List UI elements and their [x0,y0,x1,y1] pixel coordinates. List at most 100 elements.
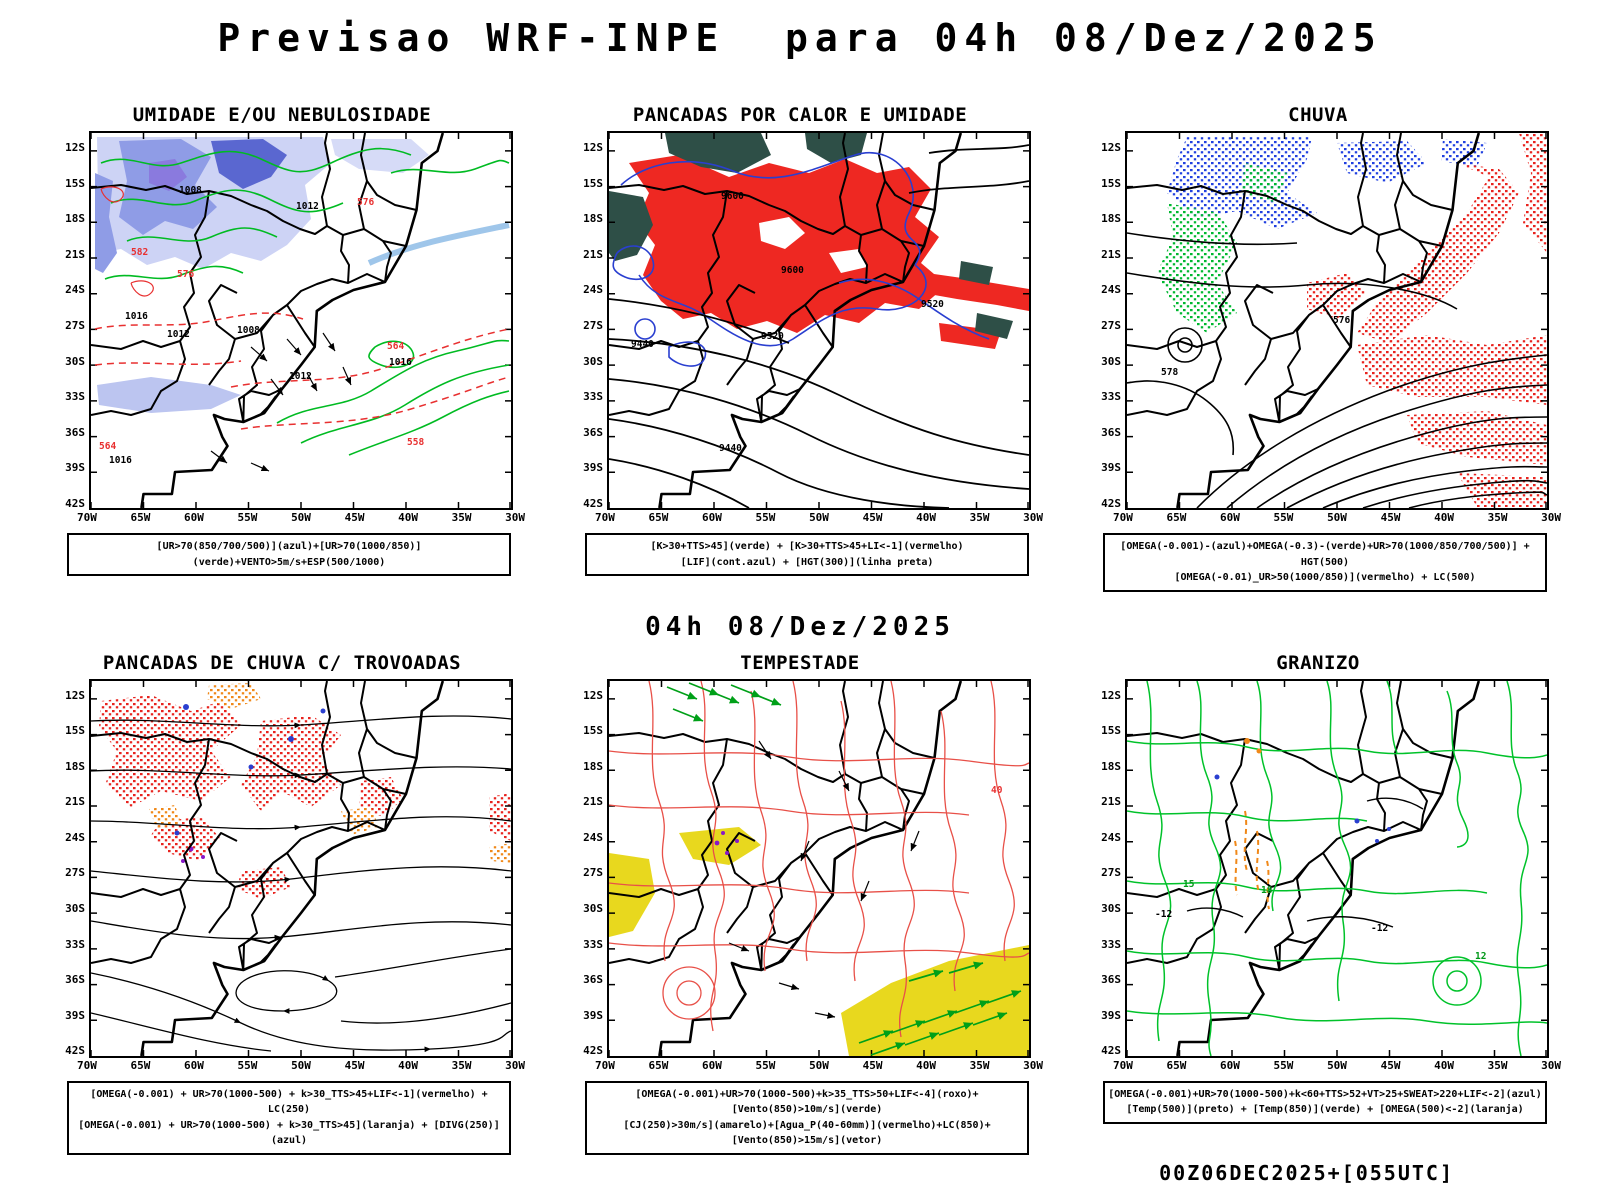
axis-label: 70W [1113,511,1133,524]
map-labels: 1008 1012 1016 1008 1012 1016 1012 1016 … [99,185,424,466]
caption-line: [LIF](cont.azul) + [HGT(300)](linha pret… [680,556,934,568]
orange-specks [1244,737,1262,753]
axis-label: 21S [583,795,603,809]
axis-label: 12S [1101,688,1121,702]
map-label: -12 [1155,909,1172,920]
panel-pancadas-calor: PANCADAS POR CALOR E UMIDADE 12S 15S 18S 21… [569,104,1043,592]
map-label: 15 [1183,879,1195,890]
axis-label: 35W [451,1058,472,1072]
caption-tempestade: [OMEGA(-0.001)+UR>70(1000-500)+k>35_TTS>… [585,1080,1029,1155]
caption-line: [OMEGA(-0.001)+UR>70(1000-500)+k>35_TTS>… [635,1088,979,1116]
axis-label: 30S [583,354,603,368]
axis-label: 35W [969,1058,990,1072]
caption-line: [Temp(500)](preto) + [Temp(850)](verde) … [1126,1104,1524,1115]
axis-label: 42S [1101,496,1121,510]
axis-label: 30W [1023,511,1043,524]
caption-line: [OMEGA(-0.001)-(azul)+OMEGA(-0.3)-(verde… [1120,541,1530,568]
axis-label: 12S [1101,141,1121,154]
axis-label: 65W [1166,511,1187,524]
map-labels: -12 -12 12 15 18 [1155,879,1486,962]
axis-label: 33S [1101,937,1121,951]
axis-label: 70W [1113,1058,1133,1072]
omega-orange-marks [1234,810,1270,909]
axis-label: 30W [505,1058,525,1072]
panel-title-granizo: GRANIZO [1276,651,1360,674]
axis-label: 27S [1101,866,1121,880]
lon-axis: 70W 65W 60W 55W 50W 45W 40W 35W 30W [77,511,525,524]
axis-label: 30S [583,902,603,916]
caption-chuva: [OMEGA(-0.001)-(azul)+OMEGA(-0.3)-(verde… [1103,533,1547,592]
lat-axis: 12S 15S 18S 21S 24S 27S 30S 33S 36S 39S 42S [1087,131,1125,510]
axis-label: 27S [583,318,603,332]
axis-label: 21S [65,795,85,809]
map-pancadas-calor: 9600 9600 9520 9520 9440 9440 [607,131,1031,510]
axis-label: 24S [1101,830,1121,844]
lat-axis: 12S 15S 18S 21S 24S 27S 30S 33S 36S 39S 42S [1087,679,1125,1058]
axis-label: 42S [583,496,603,510]
axis-label: 65W [648,1058,669,1072]
axis-label: 30S [1101,902,1121,916]
axis-label: 36S [1101,973,1121,987]
axis-label: 24S [65,283,85,297]
map-canvas-pancadas-calor: 9600 9600 9520 9520 9440 9440 [609,133,1029,508]
axis-label: 50W [291,511,311,524]
lat-axis: 12S 15S 18S 21S 24S 27S 30S 33S 36S 39S 42S [569,679,607,1058]
map-label: 9520 [761,331,784,342]
axis-label: 70W [77,1058,97,1072]
hgt500-black-contours [1127,232,1547,508]
axis-label: 24S [65,830,85,844]
axis-label: 24S [1101,283,1121,297]
axis-label: 30S [65,902,85,916]
caption-line: [K>30+TTS>45](verde) + [K>30+TTS>45+LI<-… [650,541,964,552]
caption-umidade: [UR>70(850/700/500)](azul)+[UR>70(1000/8… [67,533,511,576]
map-trovoadas [89,678,513,1058]
axis-label: 33S [1101,390,1121,404]
axis-label: 24S [583,283,603,297]
axis-label: 36S [65,973,85,987]
lif-blue-contours [612,152,990,367]
jet-yellow-layer [609,826,1029,1056]
panel-title-umidade: UMIDADE E/OU NEBULOSIDADE [132,104,432,126]
axis-label: 30W [1541,1058,1561,1072]
lon-axis: 70W 65W 60W 55W 50W 45W 40W 35W 30W [595,1059,1043,1072]
map-tempestade: 40 [607,678,1031,1058]
map-label: 1016 [109,455,132,466]
axis-label: 12S [583,141,603,154]
axis-label: 30W [1541,511,1561,524]
axis-label: 42S [1101,1044,1121,1058]
severe-purple-marks [714,830,739,855]
axis-label: 24S [583,830,603,844]
axis-label: 12S [583,688,603,702]
map-label: 40 [991,785,1003,796]
map-canvas-trovoadas [91,680,511,1056]
lat-axis: 12S 15S 18S 21S 24S 27S 30S 33S 36S 39S 42S [51,679,89,1058]
axis-label: 70W [595,1058,615,1072]
axis-label: 39S [1101,461,1121,475]
map-labels: 578 576 [1161,315,1350,378]
map-label: 558 [407,437,424,448]
axis-label: 18S [583,759,603,773]
valid-time-label: 04h 08/Dez/2025 [645,611,955,642]
axis-label: 60W [1220,1058,1240,1072]
map-labels: 40 [991,785,1003,796]
caption-line: [UR>70(850/700/500)](azul)+[UR>70(1000/8… [156,541,422,568]
panel-chuva: CHUVA 12S 15S 18S 21S 24S 27S 30S 33S 36S 39S 42S [1087,104,1561,592]
streamlines-250 [91,714,511,1052]
axis-label: 18S [1101,759,1121,773]
axis-label: 35W [969,511,990,524]
page-title: Previsao WRF-INPE para 04h 08/Dez/2025 [217,16,1383,60]
lc850-red-contours [609,680,1029,1037]
axis-label: 50W [291,1058,311,1072]
axis-label: 35W [1487,511,1508,524]
axis-label: 42S [65,496,85,510]
axis-label: 45W [344,1058,365,1072]
axis-label: 12S [65,141,85,154]
axis-label: 36S [583,425,603,439]
axis-label: 45W [862,511,883,524]
axis-label: 39S [1101,1008,1121,1022]
map-label: 9600 [781,265,804,276]
temp500-black-contours [1186,797,1424,928]
axis-label: 21S [1101,247,1121,261]
axis-label: 27S [1101,318,1121,332]
axis-label: 60W [702,511,722,524]
